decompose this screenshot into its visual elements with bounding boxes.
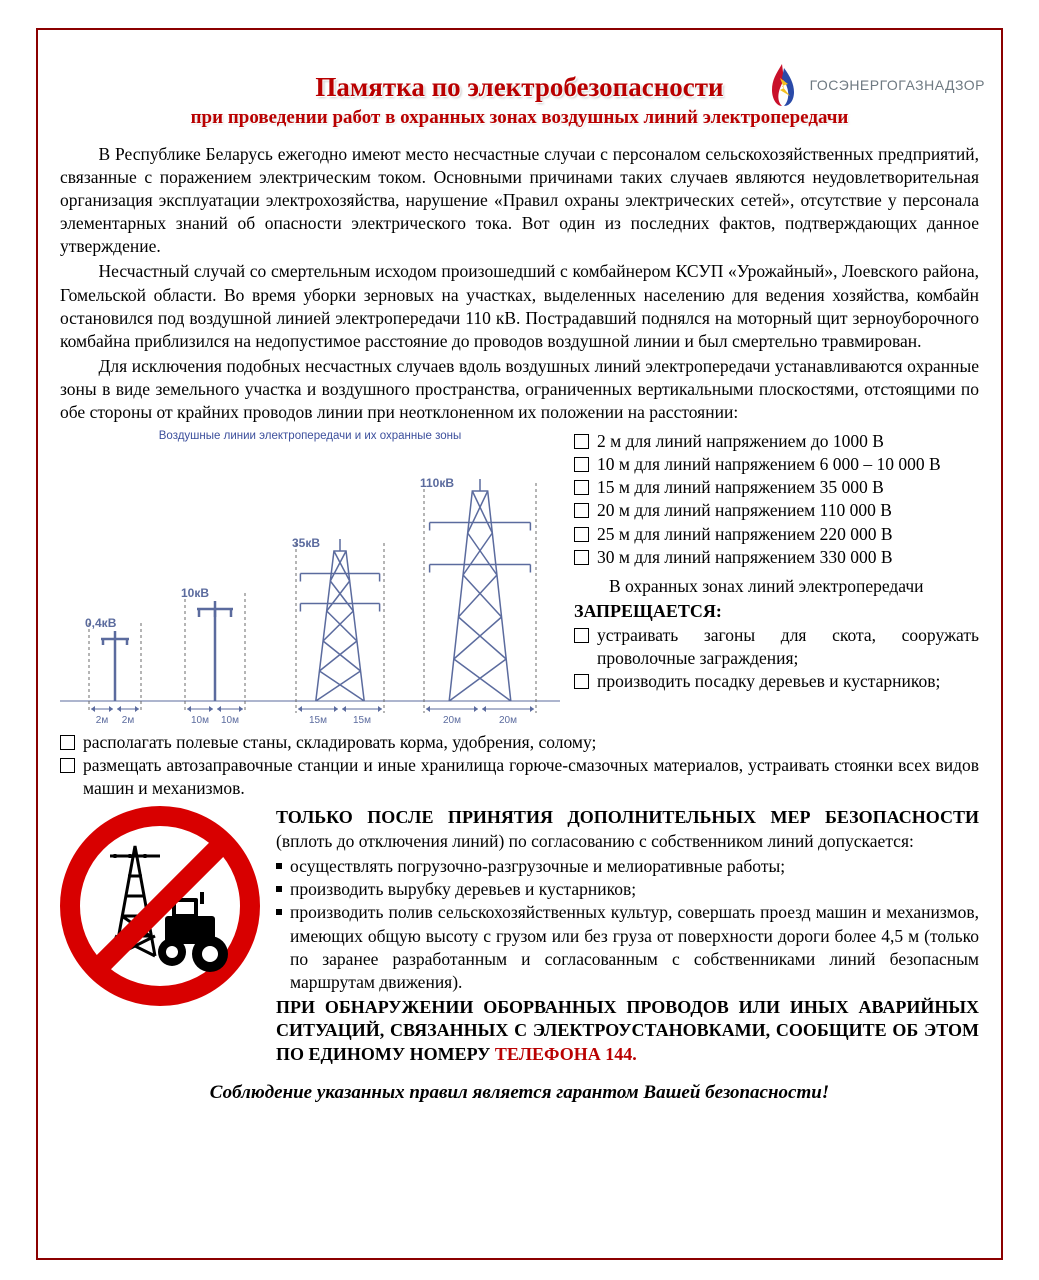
forbidden-item: располагать полевые станы, складировать … (60, 731, 979, 754)
safety-bullet: производить полив сельскохозяйственных к… (276, 901, 979, 993)
svg-text:35кВ: 35кВ (292, 536, 320, 550)
header: ГОСЭНЕРГОГАЗНАДЗОР Памятка по электробез… (60, 72, 979, 129)
checkbox-icon (574, 457, 589, 472)
svg-text:2м: 2м (96, 715, 109, 726)
diagram-caption: Воздушные линии электропередачи и их охр… (60, 430, 560, 442)
safety-bullet-text: производить вырубку деревьев и кустарник… (290, 878, 636, 901)
forbidden-item: производить посадку деревьев и кустарник… (574, 670, 979, 693)
checkbox-icon (60, 735, 75, 750)
paragraph: Несчастный случай со смертельным исходом… (60, 260, 979, 352)
zone-text: 30 м для линий напряжением 330 000 В (597, 546, 893, 569)
zone-text: 25 м для линий напряжением 220 000 В (597, 523, 893, 546)
agency-logo-icon (762, 62, 802, 108)
paragraph: В Республике Беларусь ежегодно имеют мес… (60, 143, 979, 258)
svg-text:0,4кВ: 0,4кВ (85, 616, 117, 630)
prohibition-sign-icon (60, 806, 260, 1006)
towers-diagram: 0,4кВ 2м 2м 10кВ 10м 10м (60, 446, 560, 726)
footer-slogan: Соблюдение указанных правил является гар… (60, 1082, 979, 1104)
doc-subtitle: при проведении работ в охранных зонах во… (60, 107, 979, 129)
checkbox-icon (574, 674, 589, 689)
zone-text: 20 м для линий напряжением 110 000 В (597, 499, 892, 522)
zone-item: 15 м для линий напряжением 35 000 В (574, 476, 979, 499)
forbidden-header: ЗАПРЕЩАЕТСЯ: (574, 600, 979, 624)
safety-header-bold: ТОЛЬКО ПОСЛЕ ПРИНЯТИЯ ДОПОЛНИТЕЛЬНЫХ МЕР… (276, 807, 979, 827)
safety-bullet: производить вырубку деревьев и кустарник… (276, 878, 979, 901)
zone-item: 30 м для линий напряжением 330 000 В (574, 546, 979, 569)
square-bullet-icon (276, 909, 282, 915)
forbidden-text: размещать автозаправочные станции и иные… (83, 754, 979, 800)
checkbox-icon (574, 503, 589, 518)
emergency-phone: ТЕЛЕФОНА 144. (495, 1044, 637, 1064)
forbidden-text: располагать полевые станы, складировать … (83, 731, 596, 754)
checkbox-icon (574, 550, 589, 565)
svg-text:20м: 20м (499, 715, 517, 726)
svg-text:15м: 15м (309, 715, 327, 726)
square-bullet-icon (276, 863, 282, 869)
zone-item: 2 м для линий напряжением до 1000 В (574, 430, 979, 453)
forbidden-list-right: устраивать загоны для скота, сооружать п… (574, 624, 979, 693)
svg-text:10кВ: 10кВ (181, 586, 209, 600)
svg-text:15м: 15м (353, 715, 371, 726)
paragraph: Для исключения подобных несчастных случа… (60, 355, 979, 424)
emergency-notice: ПРИ ОБНАРУЖЕНИИ ОБОРВАННЫХ ПРОВОДОВ ИЛИ … (276, 996, 979, 1066)
safety-measures-block: ТОЛЬКО ПОСЛЕ ПРИНЯТИЯ ДОПОЛНИТЕЛЬНЫХ МЕР… (276, 806, 979, 1066)
svg-text:10м: 10м (221, 715, 239, 726)
zone-text: 10 м для линий напряжением 6 000 – 10 00… (597, 453, 941, 476)
zone-item: 10 м для линий напряжением 6 000 – 10 00… (574, 453, 979, 476)
safety-bullets-list: осуществлять погрузочно-разгрузочные и м… (276, 855, 979, 994)
forbidden-text: устраивать загоны для скота, сооружать п… (597, 624, 979, 670)
checkbox-icon (574, 480, 589, 495)
zone-item: 20 м для линий напряжением 110 000 В (574, 499, 979, 522)
forbidden-list-fullwidth: располагать полевые станы, складировать … (60, 731, 979, 800)
zone-text: 15 м для линий напряжением 35 000 В (597, 476, 884, 499)
agency-name: ГОСЭНЕРГОГАЗНАДЗОР (810, 77, 985, 93)
safety-header-rest: (вплоть до отключения линий) по согласов… (276, 831, 914, 851)
checkbox-icon (574, 628, 589, 643)
checkbox-icon (574, 527, 589, 542)
safety-bullet-text: производить полив сельскохозяйственных к… (290, 901, 979, 993)
checkbox-icon (60, 758, 75, 773)
zone-text: 2 м для линий напряжением до 1000 В (597, 430, 884, 453)
forbidden-item: устраивать загоны для скота, сооружать п… (574, 624, 979, 670)
svg-text:20м: 20м (443, 715, 461, 726)
zones-column: 2 м для линий напряжением до 1000 В10 м … (574, 430, 979, 731)
forbidden-text: производить посадку деревьев и кустарник… (597, 670, 940, 693)
svg-text:110кВ: 110кВ (420, 476, 454, 490)
svg-text:2м: 2м (122, 715, 135, 726)
forbidden-intro: В охранных зонах линий электропередачи (574, 575, 979, 598)
safety-bullet-text: осуществлять погрузочно-разгрузочные и м… (290, 855, 785, 878)
document-frame: ГОСЭНЕРГОГАЗНАДЗОР Памятка по электробез… (36, 28, 1003, 1260)
zone-item: 25 м для линий напряжением 220 000 В (574, 523, 979, 546)
safety-bullet: осуществлять погрузочно-разгрузочные и м… (276, 855, 979, 878)
intro-text: В Республике Беларусь ежегодно имеют мес… (60, 143, 979, 424)
diagram-column: Воздушные линии электропередачи и их охр… (60, 430, 560, 731)
checkbox-icon (574, 434, 589, 449)
agency-block: ГОСЭНЕРГОГАЗНАДЗОР (762, 62, 985, 108)
zone-distances-list: 2 м для линий напряжением до 1000 В10 м … (574, 430, 979, 569)
forbidden-item: размещать автозаправочные станции и иные… (60, 754, 979, 800)
svg-text:10м: 10м (191, 715, 209, 726)
square-bullet-icon (276, 886, 282, 892)
